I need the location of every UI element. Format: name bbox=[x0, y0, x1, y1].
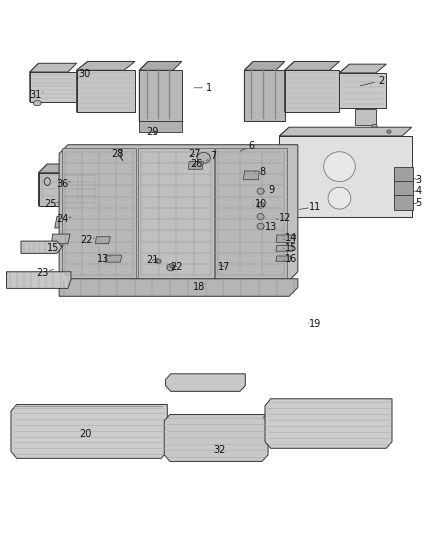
Polygon shape bbox=[265, 399, 392, 448]
Polygon shape bbox=[279, 127, 289, 216]
Polygon shape bbox=[279, 136, 412, 216]
Text: 20: 20 bbox=[79, 429, 92, 439]
Polygon shape bbox=[276, 235, 296, 243]
Ellipse shape bbox=[197, 152, 210, 163]
Polygon shape bbox=[244, 171, 259, 180]
Polygon shape bbox=[30, 72, 77, 102]
Polygon shape bbox=[279, 127, 412, 136]
Polygon shape bbox=[139, 70, 182, 121]
Text: 12: 12 bbox=[279, 213, 291, 223]
Text: 22: 22 bbox=[171, 262, 183, 271]
Polygon shape bbox=[55, 216, 77, 228]
Polygon shape bbox=[394, 167, 413, 182]
Polygon shape bbox=[105, 255, 122, 262]
Text: 19: 19 bbox=[309, 319, 321, 329]
Polygon shape bbox=[276, 246, 293, 251]
Text: 24: 24 bbox=[56, 214, 68, 224]
Ellipse shape bbox=[257, 214, 264, 220]
Polygon shape bbox=[244, 70, 285, 121]
Ellipse shape bbox=[324, 152, 355, 182]
Polygon shape bbox=[244, 61, 285, 70]
Polygon shape bbox=[244, 61, 253, 121]
Polygon shape bbox=[39, 164, 99, 173]
Polygon shape bbox=[339, 64, 350, 108]
Polygon shape bbox=[77, 70, 135, 112]
Text: 27: 27 bbox=[189, 149, 201, 159]
Polygon shape bbox=[30, 63, 39, 102]
Text: 15: 15 bbox=[47, 243, 60, 253]
Ellipse shape bbox=[372, 124, 377, 128]
Polygon shape bbox=[188, 161, 203, 169]
Polygon shape bbox=[59, 279, 298, 296]
Polygon shape bbox=[355, 109, 376, 125]
Polygon shape bbox=[166, 374, 245, 391]
Polygon shape bbox=[339, 64, 386, 73]
Text: 29: 29 bbox=[146, 127, 159, 136]
Polygon shape bbox=[139, 121, 182, 132]
Ellipse shape bbox=[33, 101, 41, 106]
Polygon shape bbox=[7, 272, 71, 288]
Polygon shape bbox=[77, 61, 135, 70]
Text: 30: 30 bbox=[78, 69, 90, 79]
Text: 2: 2 bbox=[378, 76, 384, 86]
Ellipse shape bbox=[170, 263, 174, 268]
Polygon shape bbox=[139, 61, 148, 121]
Text: 17: 17 bbox=[218, 262, 230, 271]
Text: 9: 9 bbox=[268, 185, 275, 195]
Text: 18: 18 bbox=[193, 282, 205, 292]
Ellipse shape bbox=[257, 202, 264, 208]
Polygon shape bbox=[215, 148, 287, 279]
Polygon shape bbox=[62, 148, 136, 279]
Polygon shape bbox=[39, 164, 47, 206]
Text: 8: 8 bbox=[260, 167, 266, 177]
Text: 3: 3 bbox=[415, 175, 421, 185]
Text: 10: 10 bbox=[254, 199, 267, 209]
Ellipse shape bbox=[257, 223, 264, 229]
Ellipse shape bbox=[387, 130, 391, 133]
Polygon shape bbox=[138, 148, 214, 279]
Polygon shape bbox=[59, 145, 298, 280]
Polygon shape bbox=[30, 63, 77, 72]
Text: 36: 36 bbox=[56, 179, 68, 189]
Polygon shape bbox=[77, 61, 88, 112]
Polygon shape bbox=[39, 173, 99, 206]
Ellipse shape bbox=[328, 187, 351, 209]
Polygon shape bbox=[394, 181, 413, 197]
Text: 21: 21 bbox=[146, 255, 159, 265]
Text: 32: 32 bbox=[213, 445, 225, 455]
Ellipse shape bbox=[167, 264, 175, 271]
Text: 31: 31 bbox=[30, 90, 42, 100]
Text: 23: 23 bbox=[37, 268, 49, 278]
Ellipse shape bbox=[257, 188, 264, 194]
Text: 7: 7 bbox=[211, 151, 217, 161]
Polygon shape bbox=[164, 415, 268, 462]
Text: 22: 22 bbox=[81, 235, 93, 245]
Text: 16: 16 bbox=[285, 254, 297, 264]
Polygon shape bbox=[52, 234, 70, 244]
Polygon shape bbox=[139, 61, 182, 70]
Text: 14: 14 bbox=[285, 233, 297, 243]
Polygon shape bbox=[276, 256, 291, 261]
Polygon shape bbox=[285, 70, 339, 112]
Text: 6: 6 bbox=[249, 141, 255, 151]
Polygon shape bbox=[285, 61, 294, 112]
Text: 26: 26 bbox=[190, 159, 202, 169]
Text: 15: 15 bbox=[285, 243, 297, 253]
Text: 28: 28 bbox=[111, 149, 124, 159]
Text: 1: 1 bbox=[206, 83, 212, 93]
Polygon shape bbox=[95, 237, 110, 244]
Text: 25: 25 bbox=[44, 199, 57, 209]
Text: 13: 13 bbox=[97, 254, 109, 264]
Text: 4: 4 bbox=[415, 186, 421, 196]
Polygon shape bbox=[285, 61, 339, 70]
Polygon shape bbox=[394, 195, 413, 211]
Polygon shape bbox=[21, 241, 62, 253]
Ellipse shape bbox=[264, 415, 269, 420]
Text: 5: 5 bbox=[415, 198, 421, 207]
Polygon shape bbox=[339, 73, 386, 108]
Ellipse shape bbox=[156, 259, 161, 263]
Text: 11: 11 bbox=[309, 202, 321, 212]
Polygon shape bbox=[11, 405, 167, 458]
Text: 13: 13 bbox=[265, 222, 277, 232]
